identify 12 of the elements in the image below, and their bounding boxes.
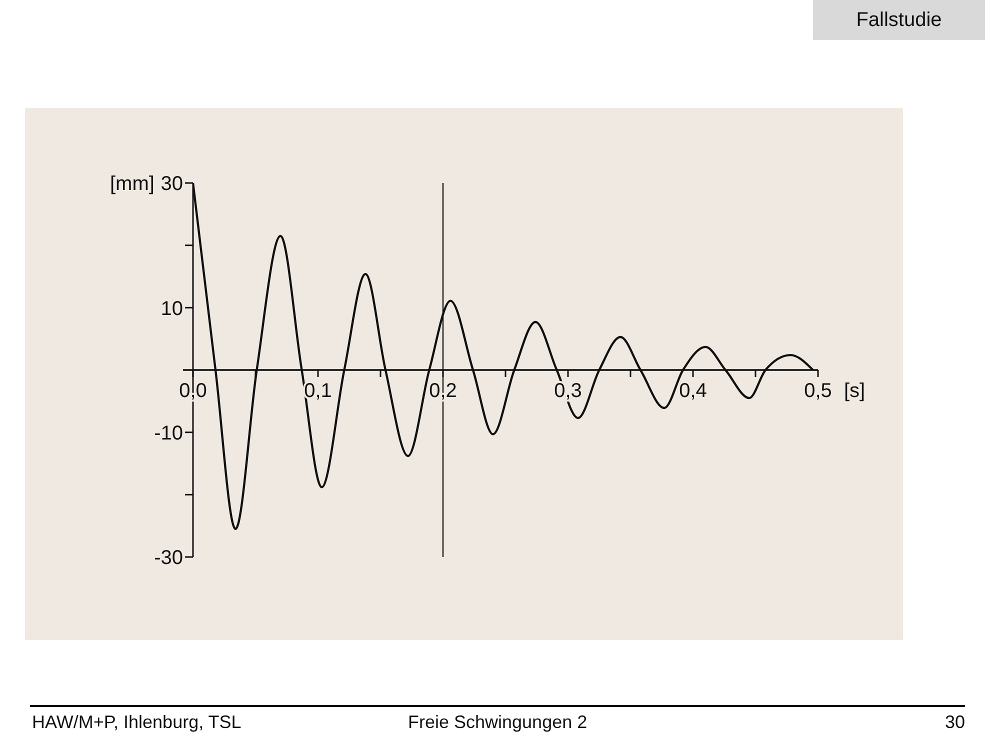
x-tick-label: 0,5 — [804, 380, 832, 402]
y-tick-label: 30 — [160, 173, 183, 196]
x-axis-title: [s] — [844, 380, 866, 402]
text: 30 — [944, 712, 965, 733]
y-tick-label: -30 — [154, 547, 183, 570]
y-axis-title: [mm] — [110, 173, 154, 195]
y-tick-label: -10 — [154, 422, 183, 444]
text: Fallstudie — [813, 0, 985, 40]
y-tick-label: 10 — [160, 298, 183, 320]
text: Freie Schwingungen 2 — [408, 712, 588, 733]
x-tick-label: 0,4 — [679, 380, 707, 402]
text: HAW/M+P, Ihlenburg, TSL — [32, 712, 242, 733]
